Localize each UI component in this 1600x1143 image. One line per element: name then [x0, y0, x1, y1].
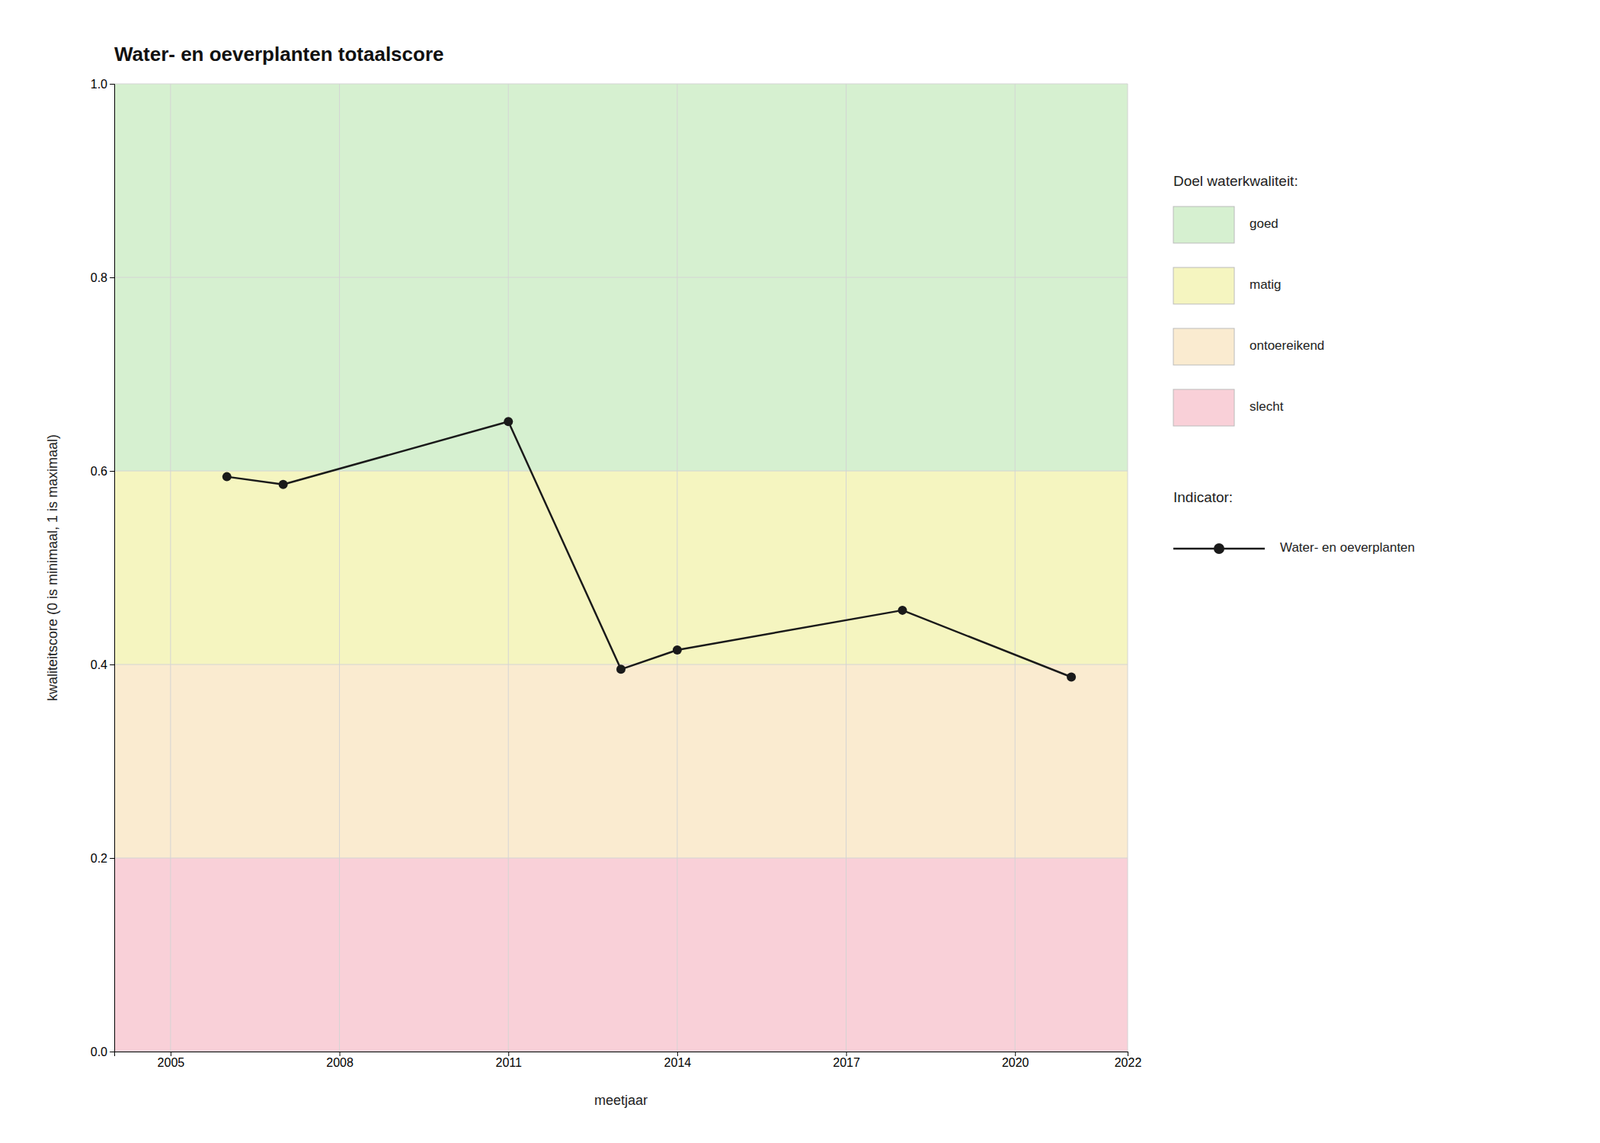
y-tick-label: 0.0 [90, 1045, 108, 1059]
y-tick: 0.8 [90, 271, 115, 285]
x-tick: 2011 [496, 1051, 523, 1069]
grid-line-y [114, 857, 1128, 859]
y-axis-title: kwaliteitscore (0 is minimaal, 1 is maxi… [44, 434, 61, 701]
y-tick: 1.0 [90, 77, 115, 91]
grid-line-x [1014, 83, 1016, 1052]
marks [222, 416, 1076, 682]
zones [114, 83, 1128, 1052]
grid [114, 83, 1128, 1052]
x-tick-label: 2008 [326, 1056, 354, 1069]
plot: 2005 2008 2011 2014 2017 2020 2022 0.0 0.2 0.4 0.6… [90, 77, 1143, 1070]
x-tick-label: 2011 [496, 1056, 523, 1069]
zone-band [114, 664, 1128, 858]
y-tick-mark [109, 664, 115, 666]
y-tick: 0.2 [90, 851, 115, 865]
grid-line-x [845, 83, 847, 1052]
y-tick-label: 0.8 [90, 271, 108, 285]
series-point [672, 645, 682, 655]
legend-marker-icon [1213, 543, 1225, 554]
y-tick-mark [109, 1051, 115, 1053]
y-tick-mark [109, 277, 115, 279]
legend-swatch [1173, 389, 1235, 426]
x-tick: 2008 [326, 1051, 354, 1069]
x-tick-label: 2005 [157, 1056, 186, 1069]
x-tick-mark [677, 1051, 679, 1056]
y-tick-label: 1.0 [90, 77, 108, 91]
x-tick-label: 2020 [1001, 1056, 1030, 1069]
zone-band [114, 83, 1128, 471]
x-tick-mark [170, 1051, 172, 1056]
legend-label: matig [1249, 277, 1282, 292]
series-line [227, 421, 1072, 677]
y-axis: 0.0 0.2 0.4 0.6 0.8 1.0 [90, 77, 116, 1059]
x-axis-title: meetjaar [594, 1092, 648, 1108]
grid-line-x [339, 83, 340, 1052]
x-tick: 2005 [157, 1051, 186, 1069]
series-point [503, 416, 513, 426]
y-tick: 0.6 [90, 464, 115, 478]
legend-title: Doel waterkwaliteit: [1173, 172, 1299, 189]
zone-band [114, 470, 1128, 665]
y-tick-label: 0.6 [90, 464, 108, 478]
y-tick-mark [109, 83, 115, 85]
zone-band [114, 857, 1128, 1052]
x-tick-label: 2022 [1114, 1056, 1143, 1069]
legend-label: Water- en oeverplanten [1280, 540, 1415, 555]
grid-line-x [676, 83, 678, 1052]
legend-swatch [1173, 206, 1235, 244]
legend-swatch [1173, 267, 1235, 304]
x-axis-line [115, 1052, 1129, 1057]
x-tick: 2017 [832, 1051, 861, 1069]
grid-line-x [1127, 83, 1129, 1052]
chart: 2005 2008 2011 2014 2017 2020 2022 0.0 0.2 0.4 0.6… [0, 0, 1600, 1143]
series-point [222, 472, 232, 482]
legend-label: goed [1249, 216, 1279, 231]
x-tick: 2022 [1114, 1051, 1143, 1069]
title: Water- en oeverplanten totaalscore [114, 42, 445, 66]
y-tick: 0.4 [90, 658, 115, 672]
x-tick-mark [508, 1051, 509, 1056]
x-tick: 2020 [1001, 1051, 1030, 1069]
y-tick-mark [109, 470, 115, 472]
y-axis-line [109, 84, 116, 1053]
y-tick-label: 0.2 [90, 851, 108, 865]
grid-line-y [114, 470, 1128, 472]
x-tick-mark [846, 1051, 848, 1056]
grid-line-y [114, 277, 1128, 279]
series-point [616, 664, 626, 674]
legend-swatch [1173, 328, 1235, 365]
series-point [278, 480, 288, 490]
grid-line-y [114, 83, 1128, 85]
grid-line-x [508, 83, 509, 1052]
x-tick-mark [1014, 1051, 1016, 1056]
legend-label: slecht [1249, 399, 1284, 414]
grid-line-x [169, 83, 171, 1052]
legend-title: Indicator: [1173, 489, 1233, 506]
legend: Doel waterkwaliteit: goed matig ontoereiken… [1173, 172, 1415, 556]
x-tick-mark [339, 1051, 341, 1056]
y-tick-mark [109, 857, 115, 859]
x-axis: 2005 2008 2011 2014 2017 2020 2022 [115, 1051, 1143, 1069]
series-point [1066, 672, 1076, 682]
legend-label: ontoereikend [1249, 338, 1325, 353]
x-tick: 2014 [664, 1051, 692, 1069]
y-tick-label: 0.4 [90, 658, 108, 672]
x-tick-mark [1127, 1051, 1129, 1056]
x-tick-label: 2017 [832, 1056, 861, 1069]
y-tick: 0.0 [90, 1045, 115, 1059]
x-tick-label: 2014 [664, 1056, 692, 1069]
series-point [897, 605, 907, 615]
